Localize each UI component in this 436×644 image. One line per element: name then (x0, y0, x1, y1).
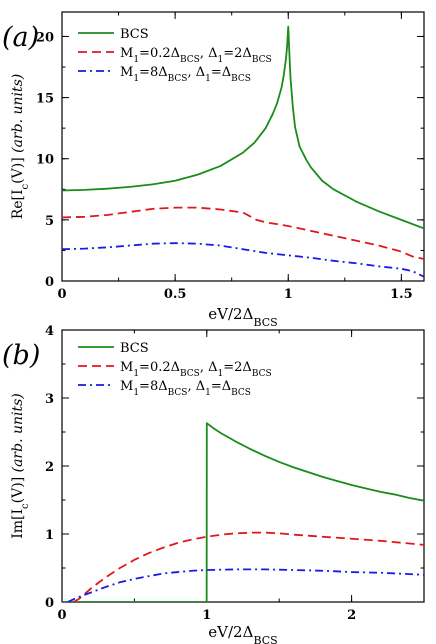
x-tick-label: 0 (57, 608, 66, 623)
x-tick-label: 1 (284, 287, 293, 302)
legend-label-m02: M1=0.2ΔBCS, Δ1=2ΔBCS (120, 46, 272, 65)
legend-label-m8: M1=8ΔBCS, Δ1=ΔBCS (120, 65, 251, 84)
series-line-bcs (62, 25, 424, 230)
y-tick-label: 4 (45, 324, 54, 339)
y-tick-label: 20 (36, 30, 54, 45)
y-tick-label: 0 (45, 596, 54, 611)
y-axis-label: Im[Ic(V)] (arb. units) (10, 393, 31, 539)
x-tick-label: 1 (202, 608, 211, 623)
legend-label-m8: M1=8ΔBCS, Δ1=ΔBCS (120, 379, 251, 398)
y-tick-label: 3 (45, 392, 54, 407)
y-tick-label: 5 (45, 214, 54, 229)
chart-panel-b: 0 1 2 0 1 2 3 4 BCS M1=0.2ΔBCS, Δ1=2ΔBCSM1=8ΔBCS,… (2, 324, 425, 644)
y-tick-label: 15 (36, 92, 54, 107)
series-line-m8 (62, 242, 424, 278)
plot-frame (61, 11, 425, 282)
legend-label-bcs: BCS (120, 341, 149, 356)
series-line-bcs (62, 422, 424, 602)
legend-label-m02: M1=0.2ΔBCS, Δ1=2ΔBCS (120, 360, 272, 379)
x-axis-label: eV/2ΔBCS (208, 305, 277, 329)
x-tick-label: 0.5 (164, 287, 187, 302)
y-tick-label: 2 (45, 460, 54, 475)
y-tick-label: 10 (36, 153, 54, 168)
series-line-m02 (62, 206, 424, 260)
panel-label: (b) (2, 340, 40, 371)
panel-label: (a) (2, 22, 39, 53)
x-axis-label: eV/2ΔBCS (208, 623, 277, 644)
x-tick-label: 2 (347, 608, 356, 623)
y-tick-label: 1 (45, 528, 54, 543)
legend-label-bcs: BCS (120, 27, 149, 42)
series-line-m02 (73, 531, 424, 602)
series-line-m8 (67, 568, 424, 602)
chart-panel-a: 0 0.5 1 1.5 0 5 10 15 20 BCS M1=0.2ΔBCS, Δ1=2ΔBCSM… (2, 11, 425, 329)
y-tick-label: 0 (45, 275, 54, 290)
x-tick-label: 1.5 (390, 287, 413, 302)
y-axis-label: Re[Ic(V)] (arb. units) (10, 74, 31, 220)
x-tick-label: 0 (57, 287, 66, 302)
